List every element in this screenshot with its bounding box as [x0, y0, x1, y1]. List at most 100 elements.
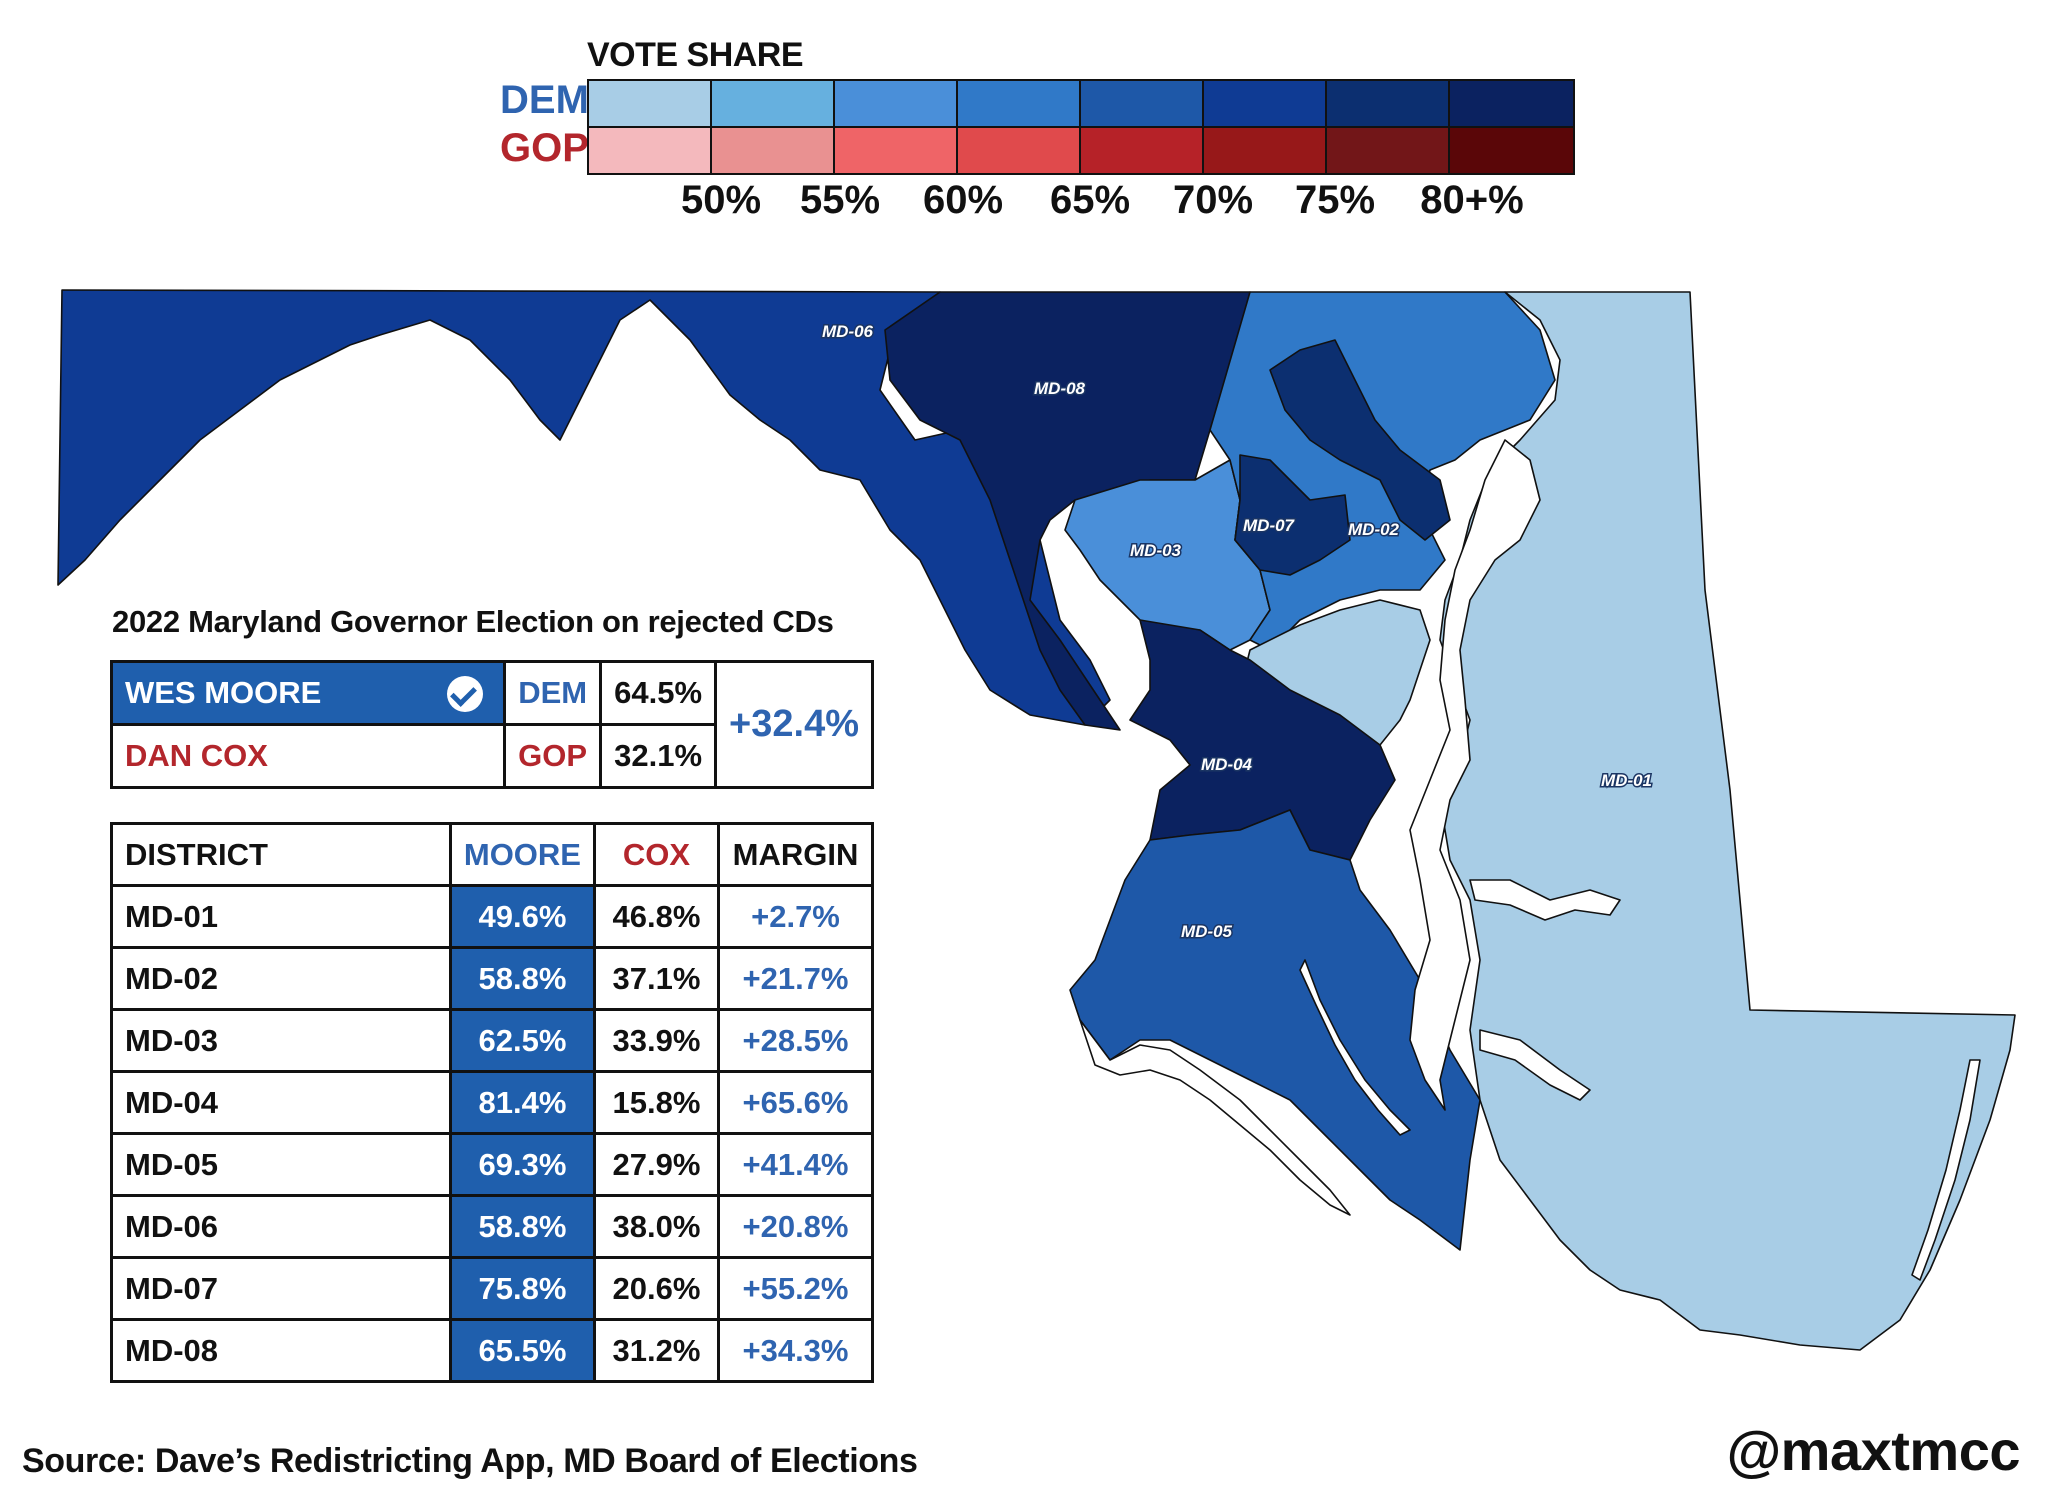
legend-tick: 80+% — [1420, 178, 1524, 222]
legend-tick: 60% — [922, 178, 1004, 222]
legend-gop-swatch — [1327, 128, 1450, 173]
row-district: MD-04 — [110, 1070, 452, 1135]
legend-gop-swatch — [1081, 128, 1204, 173]
row-cox: 27.9% — [593, 1132, 720, 1197]
header-cox: COX — [593, 822, 720, 887]
legend-tick: 65% — [1049, 178, 1131, 222]
row-cox: 38.0% — [593, 1194, 720, 1259]
table-row: MD-02 58.8% 37.1% +21.7% — [110, 946, 874, 1011]
row-cox: 37.1% — [593, 946, 720, 1011]
row-district: MD-07 — [110, 1256, 452, 1321]
district-md-07 — [1234, 454, 1351, 576]
legend-gop-swatch — [1204, 128, 1327, 173]
gop-party-cell: GOP — [503, 723, 603, 789]
legend-dem-swatch — [589, 81, 712, 126]
table-row: MD-08 65.5% 31.2% +34.3% — [110, 1318, 874, 1383]
row-moore: 65.5% — [448, 1318, 597, 1383]
gop-pct-cell: 32.1% — [599, 723, 718, 789]
row-district: MD-01 — [110, 884, 452, 949]
winner-check-icon — [447, 676, 484, 712]
row-moore: 81.4% — [448, 1070, 597, 1135]
row-margin: +28.5% — [717, 1008, 874, 1073]
table-header-row: DISTRICT MOORE COX MARGIN — [110, 822, 874, 887]
row-cox: 31.2% — [593, 1318, 720, 1383]
legend-tick: 50% — [680, 178, 762, 222]
legend-tick: 55% — [799, 178, 881, 222]
row-district: MD-08 — [110, 1318, 452, 1383]
map-label-md-02: MD-02 — [1348, 520, 1400, 539]
legend-gop-swatch — [958, 128, 1081, 173]
nanticoke-river — [1479, 1029, 1591, 1101]
row-cox: 20.6% — [593, 1256, 720, 1321]
map-label-md-05: MD-05 — [1181, 922, 1233, 941]
legend-gop-swatch — [589, 128, 712, 173]
summary-title: 2022 Maryland Governor Election on rejec… — [112, 604, 834, 639]
header-margin: MARGIN — [717, 822, 874, 887]
row-moore: 69.3% — [448, 1132, 597, 1197]
potomac-river — [1079, 1019, 1351, 1216]
row-margin: +2.7% — [717, 884, 874, 949]
row-district: MD-06 — [110, 1194, 452, 1259]
row-moore: 58.8% — [448, 946, 597, 1011]
legend-tick: 70% — [1172, 178, 1254, 222]
row-moore: 75.8% — [448, 1256, 597, 1321]
legend-title: VOTE SHARE — [587, 36, 804, 74]
row-cox: 15.8% — [593, 1070, 720, 1135]
map-label-md-08: MD-08 — [1034, 379, 1086, 398]
map-label-md-03: MD-03 — [1130, 541, 1182, 560]
row-margin: +55.2% — [717, 1256, 874, 1321]
table-row: MD-01 49.6% 46.8% +2.7% — [110, 884, 874, 949]
dem-party-cell: DEM — [503, 660, 603, 726]
vote-share-legend: VOTE SHARE DEM GOP 50% 55% 60% 65% 70% 7… — [500, 30, 1600, 230]
map-label-md-06: MD-06 — [822, 322, 874, 341]
map-label-md-07: MD-07 — [1243, 516, 1296, 535]
choptank-river — [1469, 879, 1621, 921]
dem-pct-cell: 64.5% — [599, 660, 718, 726]
district-md-07-north — [1269, 339, 1451, 541]
legend-dem-swatch — [1081, 81, 1204, 126]
header-moore: MOORE — [448, 822, 597, 887]
header-district: DISTRICT — [110, 822, 452, 887]
legend-dem-label: DEM — [500, 78, 589, 122]
chesapeake-bay-upper — [1409, 439, 1541, 1111]
map-label-md-01: MD-01 — [1601, 771, 1652, 790]
row-district: MD-05 — [110, 1132, 452, 1197]
legend-dem-swatch — [1204, 81, 1327, 126]
district-md-03 — [1064, 459, 1271, 651]
row-district: MD-03 — [110, 1008, 452, 1073]
legend-gop-swatch — [835, 128, 958, 173]
patuxent-river — [1299, 959, 1411, 1136]
row-moore: 62.5% — [448, 1008, 597, 1073]
district-md-05 — [1069, 809, 1481, 1251]
legend-dem-swatch — [1327, 81, 1450, 126]
district-md-01 — [1439, 291, 2016, 1351]
district-results-table: DISTRICT MOORE COX MARGIN MD-01 49.6% 46… — [110, 822, 874, 1383]
legend-dem-swatch — [1450, 81, 1573, 126]
legend-dem-swatches — [587, 79, 1575, 128]
legend-gop-swatch — [1450, 128, 1573, 173]
summary-row-dem: WES MOORE DEM 64.5% +32.4% — [109, 660, 874, 789]
map-label-md-04: MD-04 — [1201, 755, 1253, 774]
row-margin: +20.8% — [717, 1194, 874, 1259]
author-handle: @maxtmcc — [1726, 1419, 2021, 1482]
statewide-margin-cell: +32.4% — [714, 660, 874, 789]
coastal-bays — [1911, 1059, 1981, 1281]
row-cox: 46.8% — [593, 884, 720, 949]
dem-candidate-cell: WES MOORE — [109, 660, 507, 726]
summary-row-gop: DAN COX GOP 32.1% — [109, 723, 873, 789]
row-margin: +21.7% — [717, 946, 874, 1011]
legend-gop-label: GOP — [500, 126, 589, 170]
row-moore: 58.8% — [448, 1194, 597, 1259]
row-margin: +34.3% — [717, 1318, 874, 1383]
legend-dem-swatch — [958, 81, 1081, 126]
table-row: MD-07 75.8% 20.6% +55.2% — [110, 1256, 874, 1321]
statewide-summary-table: WES MOORE DEM 64.5% +32.4% DAN COX GOP 3… — [109, 660, 874, 789]
source-credit: Source: Dave’s Redistricting App, MD Boa… — [22, 1442, 918, 1480]
table-row: MD-04 81.4% 15.8% +65.6% — [110, 1070, 874, 1135]
legend-gop-swatches — [587, 126, 1575, 175]
dem-candidate-name: WES MOORE — [125, 675, 322, 710]
row-cox: 33.9% — [593, 1008, 720, 1073]
water-features — [1079, 439, 1981, 1281]
legend-dem-swatch — [835, 81, 958, 126]
legend-gop-swatch — [712, 128, 835, 173]
